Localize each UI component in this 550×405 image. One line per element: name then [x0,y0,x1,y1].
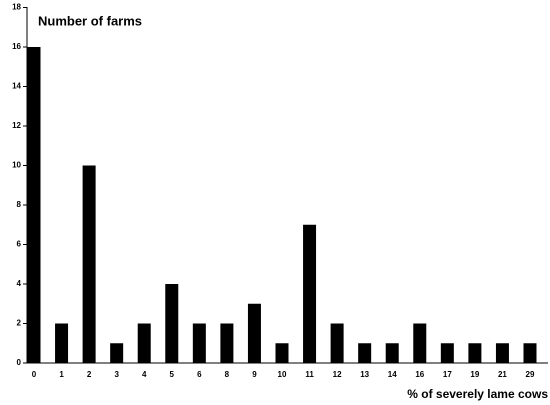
y-tick-label: 2 [17,319,22,328]
y-tick-label: 16 [12,42,21,51]
bar [523,343,537,363]
bar [137,323,151,363]
y-tick-label: 6 [17,240,22,249]
x-tick-label: 10 [278,370,287,379]
y-tick-label: 14 [12,82,21,91]
bar [275,343,289,363]
y-tick-label: 12 [12,121,21,130]
x-tick-label: 17 [443,370,452,379]
x-tick-label: 19 [470,370,479,379]
x-axis-label: % of severely lame cows [407,387,548,401]
bar [55,323,69,363]
bar [27,47,41,363]
bar [247,303,261,363]
x-tick-label: 11 [305,370,314,379]
bar [495,343,509,363]
x-tick-label: 1 [59,370,64,379]
y-tick-label: 10 [12,161,21,170]
y-tick-label: 0 [17,358,22,367]
bar [385,343,399,363]
y-tick-label: 4 [17,279,22,288]
y-tick-label: 18 [12,3,21,12]
x-tick-label: 6 [197,370,202,379]
bar [82,165,96,363]
x-tick-label: 3 [114,370,119,379]
bar [220,323,234,363]
y-tick-label: 8 [17,200,22,209]
x-tick-label: 14 [388,370,397,379]
x-tick-label: 21 [498,370,507,379]
x-tick-label: 5 [170,370,175,379]
bar [468,343,482,363]
chart-title: Number of farms [38,13,142,28]
bar [303,224,317,363]
bar [440,343,454,363]
bar [110,343,124,363]
x-tick-label: 13 [360,370,369,379]
x-tick-label: 12 [333,370,342,379]
x-tick-label: 9 [252,370,257,379]
x-tick-label: 0 [32,370,37,379]
bar [413,323,427,363]
x-tick-label: 2 [87,370,92,379]
x-tick-label: 8 [225,370,230,379]
bar [165,284,179,363]
bar [358,343,372,363]
x-tick-label: 29 [526,370,535,379]
x-tick-label: 4 [142,370,147,379]
bar [330,323,344,363]
x-tick-label: 16 [415,370,424,379]
bar [192,323,206,363]
